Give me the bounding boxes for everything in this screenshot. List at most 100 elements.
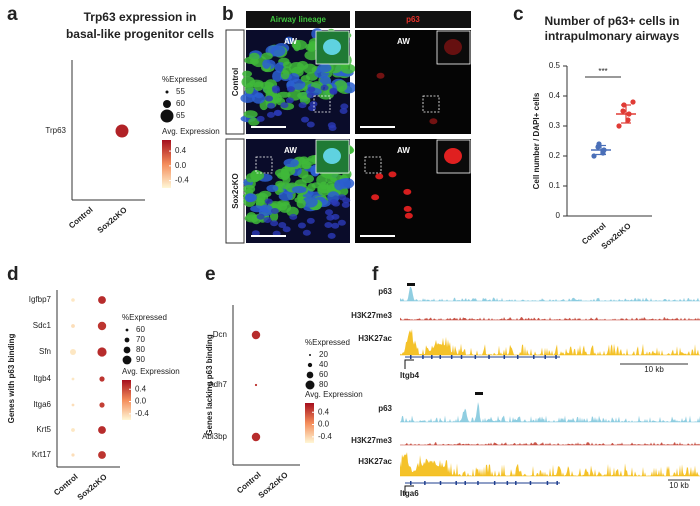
color-legend-title: Avg. Expression bbox=[162, 127, 220, 136]
point bbox=[616, 123, 622, 129]
nucleus bbox=[309, 101, 318, 108]
color-tick-label: 0.0 bbox=[318, 420, 330, 429]
size-legend-label: 60 bbox=[136, 325, 145, 334]
micrograph: AW bbox=[355, 139, 471, 243]
nucleus bbox=[285, 97, 294, 104]
peak-marker bbox=[407, 283, 415, 286]
region-label: AW bbox=[397, 37, 410, 46]
cell bbox=[278, 191, 293, 201]
exon bbox=[529, 481, 532, 485]
locus-label: Itgb4 bbox=[400, 371, 420, 380]
nucleus bbox=[270, 207, 279, 214]
nucleus bbox=[338, 194, 347, 201]
nucleus bbox=[278, 222, 287, 229]
signal-track bbox=[400, 442, 700, 445]
cell bbox=[284, 36, 294, 45]
nucleus bbox=[271, 85, 280, 92]
cell bbox=[248, 117, 260, 126]
point bbox=[621, 102, 627, 108]
nucleus bbox=[306, 92, 315, 99]
exon bbox=[410, 355, 412, 359]
p63-nucleus bbox=[388, 171, 397, 178]
point bbox=[625, 117, 631, 123]
signal-track bbox=[400, 317, 700, 320]
dot bbox=[71, 403, 75, 407]
point bbox=[626, 111, 632, 117]
roi-box bbox=[313, 95, 331, 113]
micrograph: AW bbox=[355, 30, 471, 134]
size-legend-title: %Expressed bbox=[162, 75, 207, 84]
column-header bbox=[355, 11, 471, 28]
nucleus bbox=[282, 226, 291, 233]
size-legend-label: 90 bbox=[136, 355, 145, 364]
panel-label: b bbox=[222, 4, 234, 25]
cell bbox=[305, 43, 318, 52]
nucleus bbox=[327, 232, 336, 239]
dot bbox=[99, 402, 105, 408]
exon bbox=[488, 355, 490, 359]
nucleus bbox=[306, 217, 315, 224]
column-header bbox=[246, 11, 350, 28]
nucleus bbox=[302, 229, 311, 236]
cell bbox=[262, 59, 271, 69]
cell bbox=[297, 162, 311, 169]
color-tick-label: 0.4 bbox=[175, 146, 187, 155]
size-legend-label: 80 bbox=[319, 380, 328, 389]
x-tick-label: Control bbox=[52, 472, 80, 497]
track-label: H3K27me3 bbox=[351, 436, 392, 445]
gene-label: Krt5 bbox=[36, 425, 51, 434]
size-legend-dot bbox=[306, 371, 314, 379]
nucleus bbox=[301, 116, 310, 123]
cell bbox=[242, 70, 253, 78]
color-tick-label: -0.4 bbox=[175, 176, 189, 185]
exon bbox=[533, 355, 535, 359]
size-legend-dot bbox=[160, 109, 174, 123]
cell bbox=[300, 75, 311, 83]
dot bbox=[97, 347, 107, 357]
column-label: Airway lineage bbox=[270, 15, 327, 24]
nucleus bbox=[273, 110, 282, 117]
cell bbox=[259, 204, 273, 213]
exon bbox=[410, 481, 412, 485]
gene-label: Trp63 bbox=[45, 126, 66, 135]
cell bbox=[245, 173, 256, 183]
cell bbox=[301, 174, 314, 184]
dot bbox=[71, 324, 75, 328]
exon bbox=[544, 355, 546, 359]
size-legend-dot bbox=[122, 355, 132, 365]
region-label: AW bbox=[284, 146, 297, 155]
nucleus bbox=[325, 209, 334, 216]
chart-title: basal-like progenitor cells bbox=[66, 27, 214, 41]
size-legend-title: %Expressed bbox=[305, 338, 350, 347]
nucleus bbox=[289, 213, 298, 220]
region-label: AW bbox=[397, 146, 410, 155]
dot bbox=[251, 330, 261, 340]
signal-track bbox=[400, 329, 700, 355]
nucleus bbox=[270, 220, 279, 227]
track-label: H3K27ac bbox=[358, 334, 392, 343]
exon bbox=[503, 355, 506, 359]
peak-marker bbox=[475, 392, 483, 395]
nucleus bbox=[331, 222, 340, 229]
y-tick-label: 0.2 bbox=[549, 151, 561, 160]
nucleus bbox=[251, 230, 260, 237]
micrograph: AW bbox=[240, 28, 356, 134]
inset-cell bbox=[444, 39, 462, 55]
exon bbox=[455, 481, 457, 485]
inset-cell bbox=[323, 39, 341, 55]
cell bbox=[302, 196, 318, 208]
cell bbox=[333, 80, 348, 92]
micrograph: AW bbox=[242, 139, 355, 243]
gene-label: Sfn bbox=[39, 347, 51, 356]
y-axis-label: Genes lacking p63 binding bbox=[205, 334, 214, 435]
y-tick-label: 0.4 bbox=[549, 91, 561, 100]
point bbox=[591, 153, 597, 159]
chart-title: intrapulmonary airways bbox=[545, 29, 680, 43]
exon bbox=[474, 355, 477, 359]
p63-nucleus bbox=[404, 212, 413, 219]
nucleus bbox=[264, 198, 273, 205]
dot bbox=[254, 383, 258, 387]
color-tick-label: -0.4 bbox=[135, 409, 149, 418]
size-legend-dot bbox=[305, 380, 315, 390]
